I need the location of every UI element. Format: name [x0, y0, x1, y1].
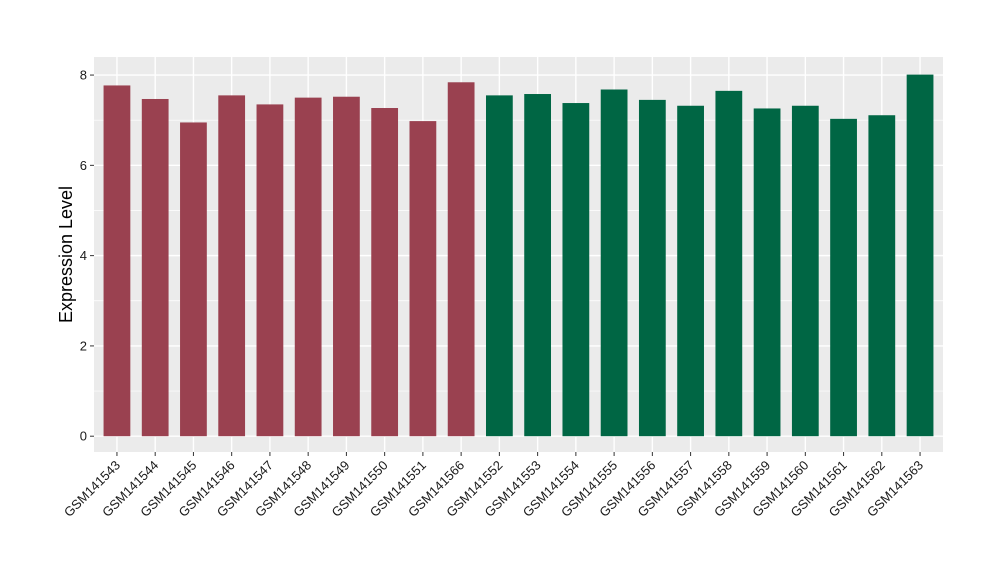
- bar: [562, 103, 590, 437]
- y-tick-label: 0: [80, 429, 87, 444]
- bar: [218, 95, 246, 437]
- y-axis-title: Expression Level: [56, 186, 76, 323]
- bar: [600, 89, 628, 437]
- bar: [256, 104, 284, 437]
- bar: [141, 98, 169, 437]
- bar: [753, 108, 781, 437]
- bar: [830, 118, 857, 437]
- bar: [103, 85, 131, 437]
- bar: [371, 108, 399, 437]
- y-tick-label: 4: [80, 248, 87, 263]
- y-axis: 0 2 4 6 8: [80, 68, 94, 444]
- bar: [715, 90, 743, 437]
- bar: [485, 95, 513, 437]
- bar: [524, 94, 552, 437]
- bar: [677, 105, 704, 437]
- y-tick-label: 6: [80, 158, 87, 173]
- bar: [180, 122, 207, 437]
- bars: [103, 74, 934, 437]
- bar: [638, 99, 666, 437]
- bar: [447, 82, 475, 437]
- x-axis: GSM141543GSM141544GSM141545GSM141546GSM1…: [61, 452, 926, 520]
- bar: [294, 97, 322, 437]
- y-tick-label: 8: [80, 68, 87, 83]
- bar: [906, 74, 934, 437]
- bar: [333, 96, 360, 437]
- y-tick-label: 2: [80, 338, 87, 353]
- bar: [791, 105, 819, 437]
- bar: [868, 115, 896, 437]
- bar: [409, 121, 437, 437]
